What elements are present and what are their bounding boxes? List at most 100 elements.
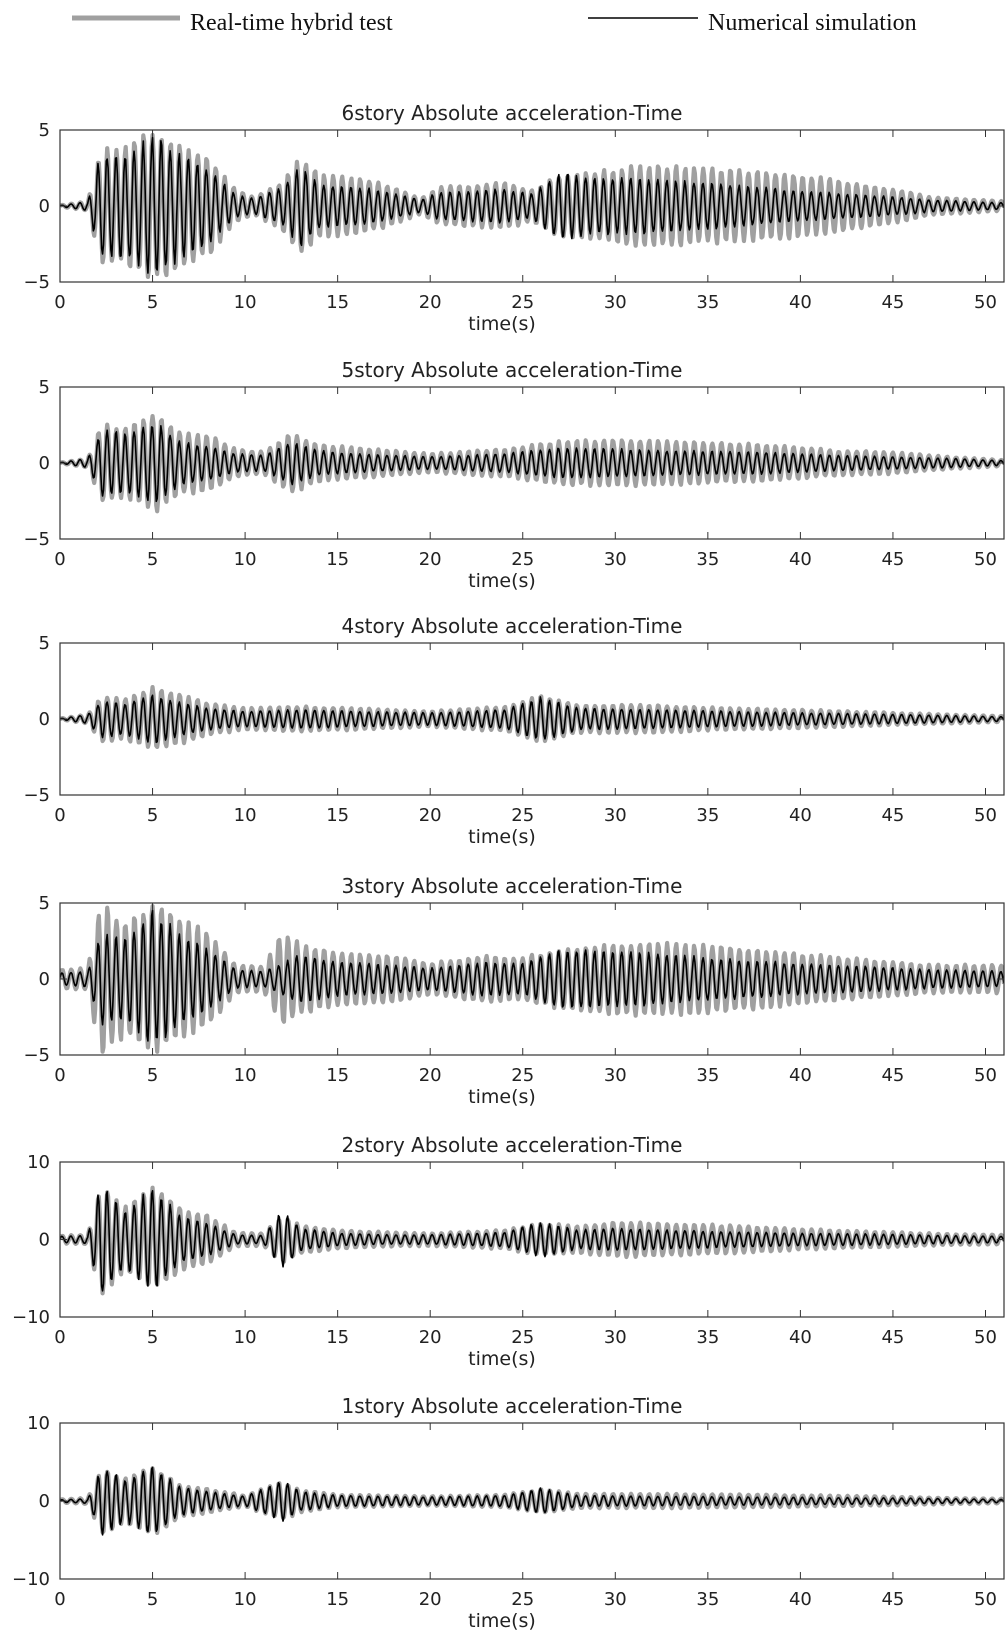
- x-tick-label: 50: [974, 805, 997, 826]
- x-tick-label: 45: [881, 292, 904, 313]
- x-tick-label: 45: [881, 1065, 904, 1086]
- y-tick-label: 5: [39, 377, 50, 398]
- legend: Real-time hybrid test Numerical simulati…: [72, 10, 917, 36]
- x-tick-label: 0: [54, 1065, 65, 1086]
- y-tick-label: 5: [39, 633, 50, 654]
- x-tick-label: 20: [419, 1589, 442, 1610]
- x-tick-label: 35: [696, 1327, 719, 1348]
- x-tick-label: 40: [789, 1327, 812, 1348]
- y-tick-label: 5: [39, 120, 50, 141]
- series-line-simulation: [60, 694, 1004, 744]
- y-tick-label: −5: [23, 272, 50, 293]
- y-tick-label: −5: [23, 529, 50, 550]
- legend-test-label: Real-time hybrid test: [190, 10, 393, 36]
- x-tick-label: 15: [326, 1589, 349, 1610]
- y-tick-label: −10: [12, 1307, 50, 1328]
- y-tick-label: 10: [27, 1413, 50, 1434]
- panel-4: 3story Absolute acceleration-Time 0 5 10 15 2…: [23, 874, 1005, 1108]
- panel-title: 5story Absolute acceleration-Time: [342, 358, 683, 382]
- y-tick-label: −5: [23, 785, 50, 806]
- x-tick-label: 15: [326, 1327, 349, 1348]
- series-line-test: [60, 132, 1004, 280]
- x-tick-label: 25: [511, 549, 534, 570]
- x-tick-label: 40: [789, 805, 812, 826]
- y-tick-label: −5: [23, 1045, 50, 1066]
- x-tick-label: 25: [511, 292, 534, 313]
- x-tick-label: 10: [234, 805, 257, 826]
- x-tick-label: 0: [54, 1589, 65, 1610]
- x-tick-label: 20: [419, 1065, 442, 1086]
- x-tick-label: 25: [511, 805, 534, 826]
- x-tick-label: 30: [604, 1589, 627, 1610]
- x-tick-label: 0: [54, 1327, 65, 1348]
- x-tick-label: 50: [974, 1327, 997, 1348]
- x-tick-label: 35: [696, 1589, 719, 1610]
- x-tick-label: 5: [147, 549, 158, 570]
- x-tick-label: 10: [234, 1589, 257, 1610]
- series-line-simulation: [60, 909, 1004, 1042]
- x-tick-label: 10: [234, 292, 257, 313]
- x-tick-label: 25: [511, 1589, 534, 1610]
- x-tick-label: 5: [147, 292, 158, 313]
- x-tick-label: 40: [789, 549, 812, 570]
- x-axis-label: time(s): [468, 1610, 536, 1632]
- x-tick-label: 45: [881, 805, 904, 826]
- x-tick-label: 50: [974, 1065, 997, 1086]
- series-line-test: [60, 413, 1004, 514]
- legend-sim-label: Numerical simulation: [708, 10, 917, 36]
- x-tick-label: 5: [147, 1065, 158, 1086]
- series-line-simulation: [60, 425, 1004, 503]
- x-tick-label: 30: [604, 1065, 627, 1086]
- x-axis-label: time(s): [468, 570, 536, 592]
- y-tick-label: 0: [39, 1230, 50, 1251]
- panel-title: 3story Absolute acceleration-Time: [342, 874, 683, 898]
- series-line-test: [60, 904, 1004, 1054]
- x-tick-label: 35: [696, 805, 719, 826]
- panel-5: 2story Absolute acceleration-Time 0 5 10 15 2…: [12, 1133, 1005, 1370]
- x-tick-label: 35: [696, 549, 719, 570]
- y-tick-label: 0: [39, 969, 50, 990]
- x-tick-label: 5: [147, 1589, 158, 1610]
- x-tick-label: 0: [54, 292, 65, 313]
- x-tick-label: 20: [419, 292, 442, 313]
- x-tick-label: 15: [326, 549, 349, 570]
- series-line-simulation: [60, 1190, 1004, 1292]
- y-tick-label: 5: [39, 893, 50, 914]
- x-axis-label: time(s): [468, 1348, 536, 1370]
- panel-3: 4story Absolute acceleration-Time 0 5 10 15 2…: [23, 614, 1005, 848]
- x-tick-label: 30: [604, 805, 627, 826]
- x-tick-label: 20: [419, 805, 442, 826]
- x-tick-label: 10: [234, 1327, 257, 1348]
- series-line-test: [60, 684, 1004, 750]
- panel-title: 2story Absolute acceleration-Time: [342, 1133, 683, 1157]
- x-axis-label: time(s): [468, 826, 536, 848]
- y-tick-label: 0: [39, 1491, 50, 1512]
- x-tick-label: 40: [789, 1065, 812, 1086]
- y-tick-label: 0: [39, 709, 50, 730]
- x-tick-label: 35: [696, 292, 719, 313]
- panel-6: 1story Absolute acceleration-Time 0 5 10 15 2…: [12, 1394, 1005, 1632]
- y-tick-label: 10: [27, 1152, 50, 1173]
- series-line-simulation: [60, 136, 1004, 274]
- x-tick-label: 25: [511, 1327, 534, 1348]
- y-tick-label: 0: [39, 453, 50, 474]
- x-tick-label: 20: [419, 1327, 442, 1348]
- x-tick-label: 5: [147, 805, 158, 826]
- x-tick-label: 30: [604, 292, 627, 313]
- x-tick-label: 30: [604, 1327, 627, 1348]
- x-tick-label: 10: [234, 1065, 257, 1086]
- panel-title: 4story Absolute acceleration-Time: [342, 614, 683, 638]
- x-tick-label: 5: [147, 1327, 158, 1348]
- x-tick-label: 25: [511, 1065, 534, 1086]
- x-tick-label: 15: [326, 1065, 349, 1086]
- x-tick-label: 50: [974, 549, 997, 570]
- panel-title: 1story Absolute acceleration-Time: [342, 1394, 683, 1418]
- panel-title: 6story Absolute acceleration-Time: [342, 101, 683, 125]
- series-line-test: [60, 1466, 1004, 1536]
- x-axis-label: time(s): [468, 1086, 536, 1108]
- x-tick-label: 45: [881, 549, 904, 570]
- x-tick-label: 50: [974, 1589, 997, 1610]
- x-tick-label: 35: [696, 1065, 719, 1086]
